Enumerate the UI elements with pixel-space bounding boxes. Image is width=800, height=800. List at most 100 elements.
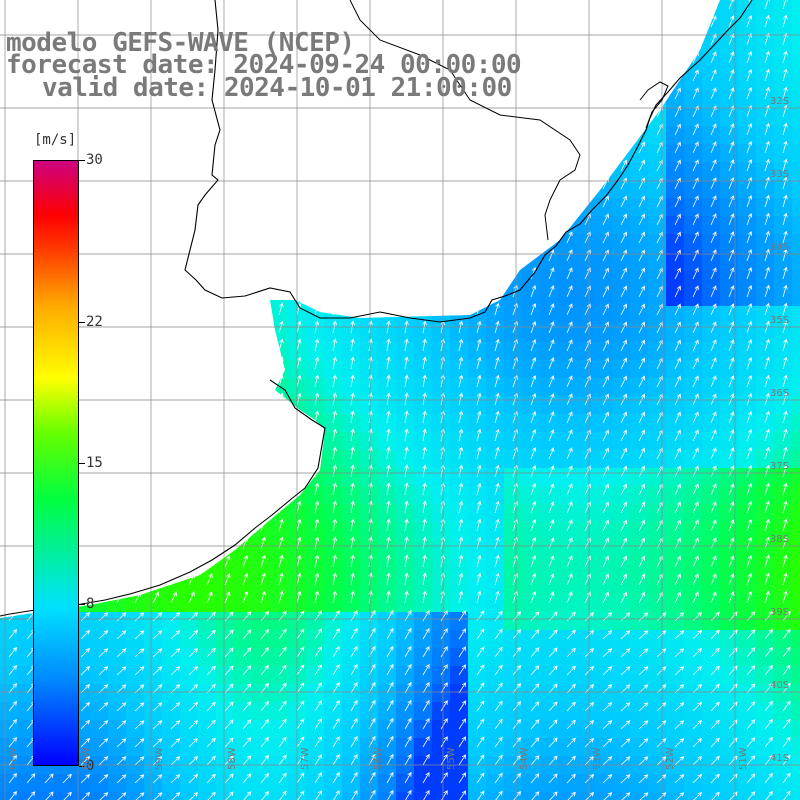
wind-arrow (116, 684, 127, 694)
wind-arrow (242, 737, 252, 748)
wind-arrow (674, 738, 685, 748)
wind-arrow (782, 248, 788, 262)
wind-arrow (692, 573, 699, 586)
wind-cell (792, 306, 800, 324)
wind-arrow (116, 630, 127, 640)
wind-arrow (8, 736, 17, 748)
wind-arrow (458, 572, 464, 586)
wind-arrow (674, 465, 681, 478)
wind-cell (144, 792, 162, 800)
wind-arrow (170, 666, 181, 676)
wind-arrow (261, 790, 269, 800)
wind-arrow (206, 773, 216, 784)
wind-arrow (674, 648, 685, 658)
wind-arrow (404, 374, 409, 388)
wind-arrow (422, 464, 427, 478)
wind-arrow (656, 123, 663, 136)
wind-arrow (476, 356, 482, 370)
wind-arrow (80, 701, 91, 712)
wind-arrow (170, 648, 181, 658)
wind-arrow (242, 590, 249, 604)
wind-arrow (620, 591, 627, 604)
wind-arrow (548, 375, 555, 388)
wind-arrow (440, 718, 448, 730)
wind-arrow (782, 338, 788, 352)
wind-cell (792, 432, 800, 450)
wind-arrow (404, 681, 412, 694)
wind-arrow (458, 718, 467, 730)
wind-arrow (386, 590, 391, 604)
wind-arrow (746, 446, 753, 460)
wind-arrow (674, 774, 685, 784)
wind-arrow (710, 87, 717, 100)
latitude-label: 37S (770, 461, 790, 472)
wind-arrow (728, 285, 735, 298)
wind-arrow (278, 754, 287, 766)
wind-arrow (314, 736, 322, 748)
wind-arrow (710, 429, 717, 442)
wind-arrow (530, 392, 537, 406)
wind-arrow (350, 753, 358, 766)
wind-arrow (656, 666, 667, 676)
wind-arrow (98, 648, 109, 658)
wind-arrow (674, 591, 681, 604)
wind-arrow (746, 647, 756, 658)
wind-arrow (296, 518, 302, 532)
wind-arrow (746, 755, 756, 766)
wind-arrow (728, 249, 735, 262)
wind-arrow (134, 684, 145, 694)
wind-arrow (764, 68, 770, 82)
wind-arrow (548, 249, 555, 262)
wind-arrow (638, 720, 649, 730)
wind-arrow (351, 789, 358, 800)
wind-arrow (386, 374, 391, 388)
wind-arrow (260, 610, 269, 622)
wind-arrow (746, 212, 753, 226)
wind-arrow (746, 410, 753, 424)
wind-arrow (224, 773, 234, 784)
wind-arrow (422, 663, 430, 676)
wind-arrow (260, 572, 266, 586)
wind-arrow (494, 392, 500, 406)
wind-arrow (566, 375, 573, 388)
wind-cell (792, 54, 800, 72)
wind-cell (792, 342, 800, 360)
wind-arrow (188, 665, 199, 676)
wind-arrow (692, 357, 699, 370)
wind-arrow (674, 684, 685, 694)
wind-arrow (783, 790, 791, 800)
wind-arrow (638, 483, 645, 496)
wind-arrow (494, 446, 500, 460)
wind-arrow (782, 356, 788, 370)
wind-arrow (638, 249, 645, 262)
wind-arrow (530, 629, 540, 640)
wind-arrow (764, 428, 770, 442)
wind-arrow (494, 664, 503, 676)
wind-arrow (296, 628, 305, 640)
longitude-label: 57W (300, 747, 311, 770)
wind-arrow (764, 682, 773, 694)
wind-arrow (548, 573, 555, 586)
wind-arrow (692, 611, 703, 622)
wind-arrow (764, 482, 770, 496)
wind-arrow (188, 683, 199, 694)
wind-arrow (314, 718, 322, 730)
wind-arrow (656, 429, 663, 442)
wind-arrow (386, 356, 391, 370)
wind-arrow (260, 554, 266, 568)
wind-arrow (602, 555, 609, 568)
wind-arrow (638, 375, 645, 388)
wind-arrow (656, 702, 667, 712)
wind-arrow (296, 736, 305, 748)
wind-arrow (494, 610, 503, 622)
wind-arrow (656, 465, 663, 478)
wind-arrow (530, 590, 537, 604)
wind-arrow (548, 555, 555, 568)
wind-arrow (548, 683, 558, 694)
wind-arrow (566, 303, 573, 316)
wind-cell (306, 792, 324, 800)
wind-arrow (710, 447, 717, 460)
wind-arrow (404, 735, 412, 748)
wind-arrow (674, 501, 681, 514)
wind-arrow (404, 464, 409, 478)
